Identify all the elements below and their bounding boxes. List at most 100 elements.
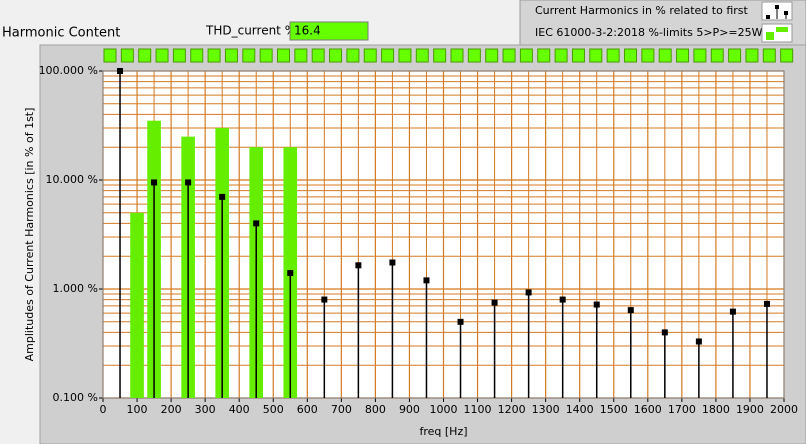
led <box>762 48 776 63</box>
led <box>311 48 325 63</box>
limit-bar <box>130 212 144 398</box>
marker <box>355 262 362 269</box>
x-tick-label: 1700 <box>668 403 696 416</box>
legend-icon <box>775 5 779 9</box>
y-axis-label: Amplitudes of Current Harmonics [in % of… <box>23 108 36 362</box>
led <box>172 48 186 63</box>
marker <box>117 68 124 74</box>
marker <box>763 300 770 307</box>
plot-border <box>102 70 785 399</box>
marker <box>185 179 192 186</box>
led <box>103 48 117 63</box>
thd-field <box>289 21 369 41</box>
y-tick-label: 10.000 % <box>46 173 98 186</box>
x-tick-label: 600 <box>297 403 318 416</box>
led <box>693 48 707 63</box>
led <box>381 48 395 63</box>
x-tick-label: 1100 <box>464 403 492 416</box>
marker <box>525 289 532 296</box>
thd-label: THD_current % <box>205 24 296 38</box>
led <box>190 48 204 63</box>
led <box>120 48 134 63</box>
marker <box>321 296 328 303</box>
marker <box>253 220 260 227</box>
marker <box>627 307 634 314</box>
led <box>207 48 221 63</box>
x-tick-label: 1000 <box>430 403 458 416</box>
thd-value: 16.4 <box>294 24 321 38</box>
x-tick-label: 1300 <box>532 403 560 416</box>
marker <box>593 301 600 308</box>
led <box>624 48 637 63</box>
led <box>224 48 238 63</box>
marker <box>389 259 396 266</box>
x-tick-label: 2000 <box>770 403 798 416</box>
marker <box>729 308 736 315</box>
led <box>329 48 343 63</box>
y-tick-label: 1.000 % <box>53 282 98 295</box>
x-tick-label: 800 <box>365 403 386 416</box>
led <box>277 48 290 63</box>
led <box>467 48 481 63</box>
x-tick-label: 300 <box>195 403 216 416</box>
legend-label: IEC 61000-3-2:2018 %-limits 5>P>=25W <box>535 26 763 39</box>
x-tick-label: 1500 <box>600 403 628 416</box>
led <box>676 48 690 63</box>
marker <box>491 299 498 306</box>
marker <box>219 193 226 200</box>
marker <box>559 296 566 303</box>
led <box>728 48 742 63</box>
y-tick-label: 100.000 % <box>39 64 98 77</box>
led <box>571 48 585 63</box>
legend-icon <box>784 11 788 15</box>
x-tick-label: 1900 <box>736 403 764 416</box>
x-axis-label: freq [Hz] <box>419 425 467 438</box>
x-tick-label: 0 <box>100 403 107 416</box>
legend-label: Current Harmonics in % related to first <box>535 4 749 17</box>
led <box>502 48 516 63</box>
led <box>242 48 256 63</box>
marker <box>423 277 430 284</box>
led <box>537 48 551 63</box>
x-tick-label: 400 <box>229 403 250 416</box>
led <box>606 48 620 63</box>
led <box>641 48 655 63</box>
x-tick-label: 900 <box>399 403 420 416</box>
led <box>589 48 603 63</box>
marker <box>287 270 294 277</box>
marker <box>151 179 158 186</box>
led <box>450 48 464 63</box>
led <box>485 48 499 63</box>
led <box>519 48 533 63</box>
legend-icon <box>766 32 774 40</box>
led <box>363 48 377 63</box>
led <box>710 48 724 63</box>
led <box>433 48 447 63</box>
led-row <box>103 48 794 63</box>
marker <box>661 329 668 336</box>
led <box>554 48 568 63</box>
y-tick-label: 0.100 % <box>53 391 98 404</box>
x-tick-label: 500 <box>263 403 284 416</box>
x-tick-label: 100 <box>127 403 148 416</box>
led <box>138 48 152 63</box>
led <box>259 48 273 63</box>
marker <box>457 318 464 325</box>
led <box>398 48 412 63</box>
x-tick-label: 700 <box>331 403 352 416</box>
legend-icon <box>776 27 788 32</box>
x-tick-label: 1800 <box>702 403 730 416</box>
led <box>294 48 308 63</box>
legend-box <box>519 0 806 46</box>
x-tick-label: 1400 <box>566 403 594 416</box>
led <box>155 48 169 63</box>
legend-icon <box>766 15 770 19</box>
led <box>415 48 429 63</box>
marker <box>695 338 702 345</box>
x-tick-label: 1200 <box>498 403 526 416</box>
panel-title: Harmonic Content <box>2 26 120 41</box>
led <box>780 48 794 63</box>
x-tick-label: 1600 <box>634 403 662 416</box>
